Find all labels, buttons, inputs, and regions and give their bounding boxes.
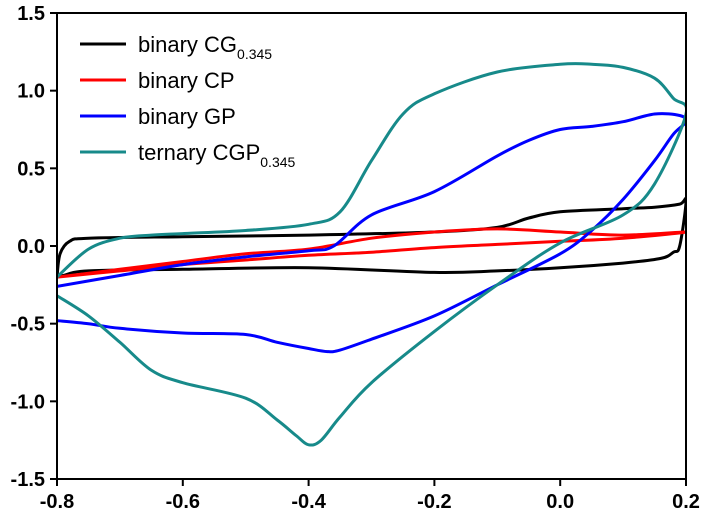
y-tick-label: 1.5 bbox=[17, 3, 45, 25]
x-tick-label: 0.0 bbox=[546, 491, 574, 513]
y-tick-label: -1.0 bbox=[11, 391, 45, 413]
y-tick-label: 0.5 bbox=[17, 158, 45, 180]
series-line-2 bbox=[57, 227, 686, 279]
legend-label-1: binary CG0.345 bbox=[138, 32, 272, 62]
x-tick-label: -0.6 bbox=[166, 491, 200, 513]
legend-label-4: ternary CGP0.345 bbox=[138, 140, 296, 170]
series-line-3 bbox=[57, 112, 686, 354]
x-tick-label: -0.8 bbox=[40, 491, 74, 513]
series-layer bbox=[57, 62, 686, 447]
legend-label-2: binary CP bbox=[138, 68, 235, 93]
ticks-layer: -0.8 -0.6 -0.4 -0.2 0.0 0.2 -1.5 -1.0 -0.5 0.0 0.5… bbox=[11, 3, 700, 513]
x-tick-label: -0.2 bbox=[417, 491, 451, 513]
series-line-1 bbox=[57, 196, 686, 279]
x-tick-label: -0.4 bbox=[291, 491, 326, 513]
y-tick-label: 0.0 bbox=[17, 236, 45, 258]
legend-label-3: binary GP bbox=[138, 104, 236, 129]
series-line-4 bbox=[57, 62, 686, 447]
legend: binary CG0.345 binary CP binary GP ternary … bbox=[80, 32, 296, 170]
y-tick-label: -1.5 bbox=[11, 469, 45, 491]
y-tick-label: -0.5 bbox=[11, 314, 45, 336]
x-tick-label: 0.2 bbox=[672, 491, 700, 513]
y-tick-label: 1.0 bbox=[17, 81, 45, 103]
